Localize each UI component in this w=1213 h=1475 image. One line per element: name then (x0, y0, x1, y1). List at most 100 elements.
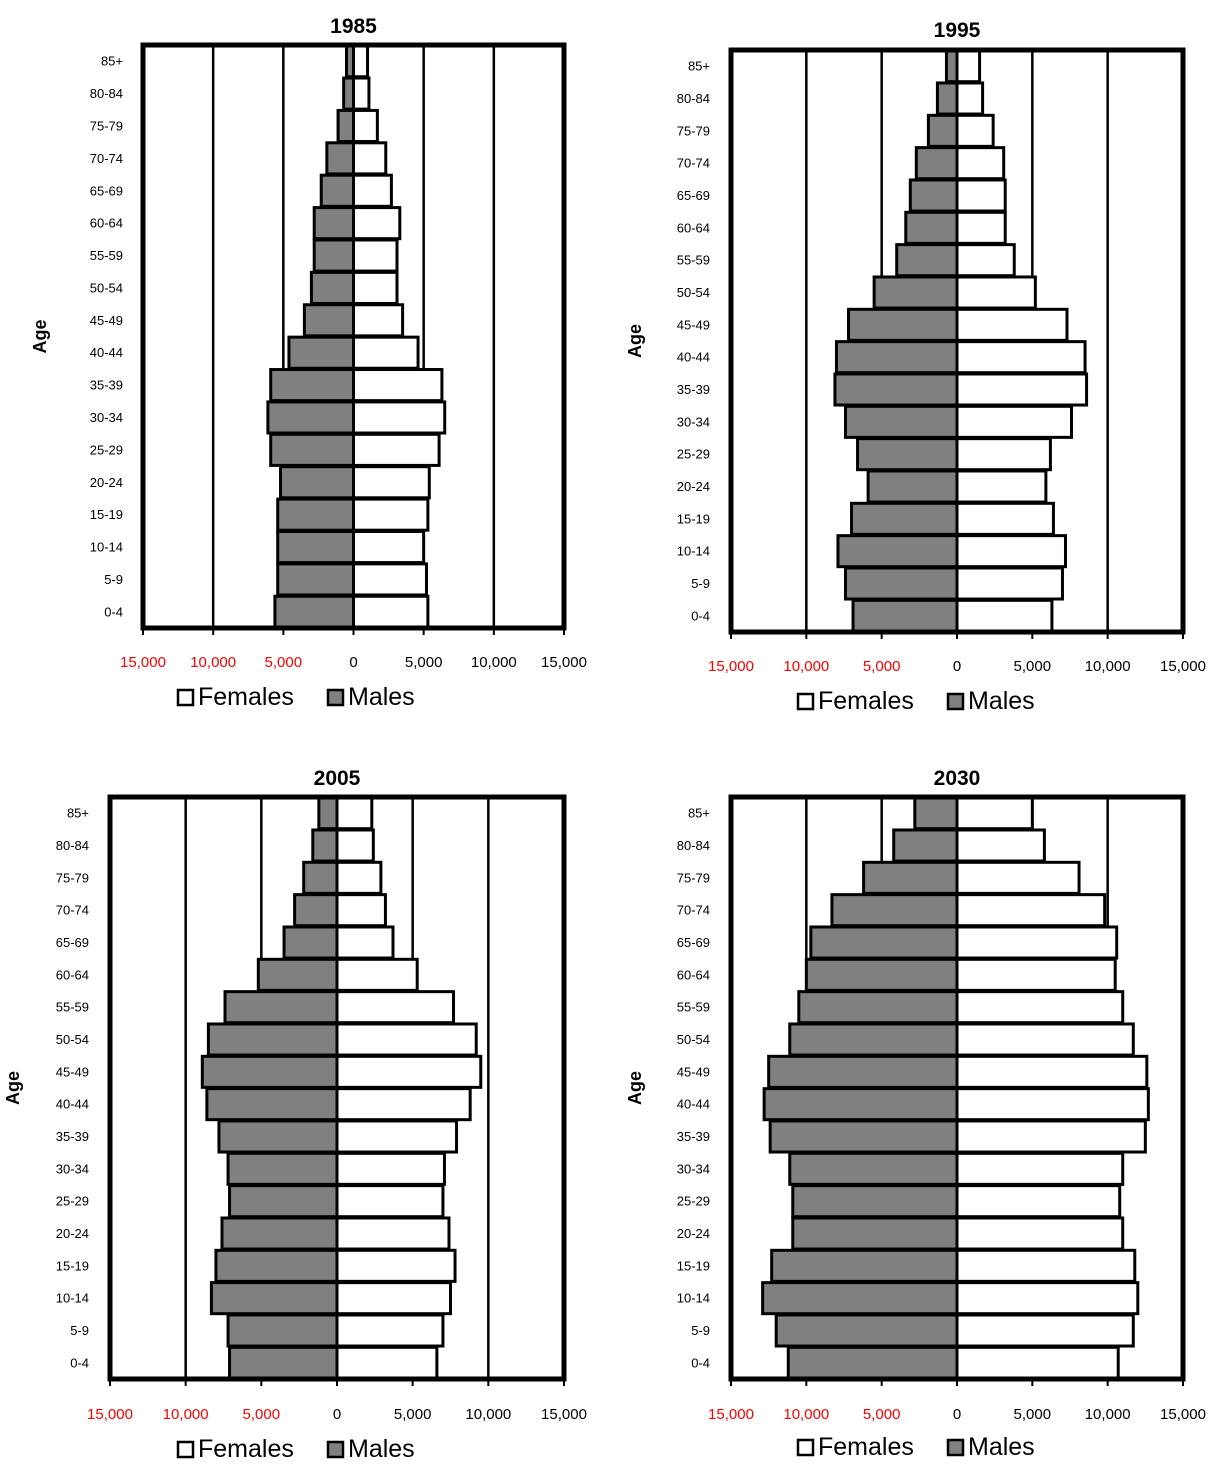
x-tick-label: 0 (333, 1406, 341, 1423)
bar-females-75-79 (955, 113, 995, 148)
age-group-label: 85+ (688, 806, 710, 821)
bar-females-50-54 (335, 1022, 478, 1057)
age-group-label: 45-49 (56, 1064, 89, 1079)
bar-males-60-64 (256, 957, 339, 992)
bar-males-60-64 (804, 957, 959, 992)
y-axis-label: Age (625, 1071, 645, 1105)
bar-males-20-24 (279, 465, 356, 500)
bar-males-20-24 (220, 1216, 339, 1251)
bar-females-40-44 (335, 1087, 472, 1122)
age-group-label: 40-44 (677, 1097, 710, 1112)
age-group-label: 60-64 (677, 967, 710, 982)
bar-males-75-79 (302, 860, 339, 895)
age-group-label: 70-74 (56, 903, 89, 918)
bar-males-55-59 (312, 238, 355, 273)
bar-males-40-44 (205, 1087, 339, 1122)
age-group-label: 25-29 (90, 442, 123, 457)
bar-males-65-69 (282, 925, 339, 960)
age-group-label: 10-14 (677, 1291, 710, 1306)
age-group-label: 30-34 (677, 1161, 710, 1176)
age-group-label: 15-19 (90, 507, 123, 522)
legend-swatch-females (176, 1440, 195, 1459)
bar-males-75-79 (336, 108, 355, 144)
y-axis-label: Age (625, 324, 645, 358)
bar-males-20-24 (791, 1216, 959, 1251)
age-group-label: 25-29 (677, 447, 710, 462)
x-tick-label: 10,000 (783, 658, 829, 675)
bar-females-25-29 (335, 1184, 445, 1219)
age-group-label: 20-24 (677, 479, 710, 494)
age-group-label: 0-4 (691, 1355, 710, 1370)
bar-females-20-24 (955, 1216, 1125, 1251)
bar-females-85+ (955, 49, 982, 84)
bar-females-5-9 (955, 1313, 1135, 1348)
bar-males-70-74 (293, 893, 339, 928)
bar-females-75-79 (955, 860, 1081, 895)
bar-males-70-74 (914, 146, 959, 181)
bar-females-40-44 (955, 340, 1087, 375)
age-group-label: 10-14 (677, 544, 710, 559)
bar-males-35-39 (217, 1119, 339, 1154)
bar-females-80-84 (955, 81, 985, 116)
bar-males-50-54 (872, 275, 959, 310)
bar-males-15-19 (214, 1248, 339, 1283)
bar-females-45-49 (352, 303, 405, 338)
age-group-label: 35-39 (90, 378, 123, 393)
bar-males-25-29 (856, 437, 959, 472)
legend-label-females: Females (818, 1433, 914, 1461)
bar-males-35-39 (833, 372, 959, 407)
age-group-label: 75-79 (677, 870, 710, 885)
y-axis-label: Age (3, 1071, 23, 1105)
bar-females-50-54 (955, 1022, 1135, 1057)
bar-males-75-79 (862, 860, 959, 895)
x-tick-label: 5,000 (265, 654, 303, 671)
age-group-label: 35-39 (677, 1129, 710, 1144)
bar-males-5-9 (226, 1313, 339, 1348)
bar-males-0-4 (786, 1345, 959, 1380)
bar-females-55-59 (955, 243, 1016, 278)
bar-males-10-14 (836, 534, 959, 569)
age-group-label: 15-19 (677, 1258, 710, 1273)
bar-males-55-59 (797, 990, 959, 1025)
bar-females-80-84 (955, 828, 1046, 863)
bar-males-10-14 (209, 1281, 339, 1316)
bar-females-30-34 (352, 400, 447, 435)
bar-males-30-34 (844, 404, 959, 439)
bar-males-50-54 (206, 1022, 339, 1057)
age-group-label: 35-39 (677, 382, 710, 397)
age-group-label: 5-9 (104, 572, 123, 587)
bar-males-20-24 (866, 469, 959, 504)
chart-title: 1995 (934, 19, 981, 42)
age-group-label: 0-4 (70, 1355, 89, 1370)
age-group-label: 5-9 (691, 576, 710, 591)
age-group-label: 80-84 (677, 838, 710, 853)
age-group-label: 35-39 (56, 1129, 89, 1144)
bar-males-35-39 (768, 1119, 959, 1154)
chart-title: 1985 (330, 15, 377, 38)
bar-males-75-79 (926, 113, 959, 148)
x-tick-label: 15,000 (708, 1406, 754, 1423)
bar-females-50-54 (955, 275, 1037, 310)
bar-females-0-4 (335, 1345, 439, 1380)
bar-females-0-4 (955, 598, 1054, 633)
age-group-label: 0-4 (691, 608, 710, 623)
bar-males-85+ (317, 796, 339, 831)
x-tick-label: 5,000 (394, 1406, 432, 1423)
x-tick-label: 0 (953, 658, 961, 675)
x-tick-label: 15,000 (87, 1406, 133, 1423)
bar-females-15-19 (335, 1248, 457, 1283)
chart-title: 2005 (314, 767, 361, 790)
x-tick-label: 15,000 (120, 654, 166, 671)
bar-males-55-59 (223, 990, 339, 1025)
bar-males-80-84 (311, 828, 339, 863)
bar-males-50-54 (788, 1022, 959, 1057)
bar-males-0-4 (851, 598, 959, 633)
bar-males-25-29 (269, 432, 356, 467)
x-tick-label: 5,000 (863, 658, 901, 675)
legend-label-males: Males (348, 1435, 415, 1463)
bar-males-25-29 (791, 1184, 959, 1219)
age-group-label: 65-69 (677, 188, 710, 203)
bar-males-0-4 (273, 594, 355, 629)
bar-males-40-44 (762, 1087, 959, 1122)
